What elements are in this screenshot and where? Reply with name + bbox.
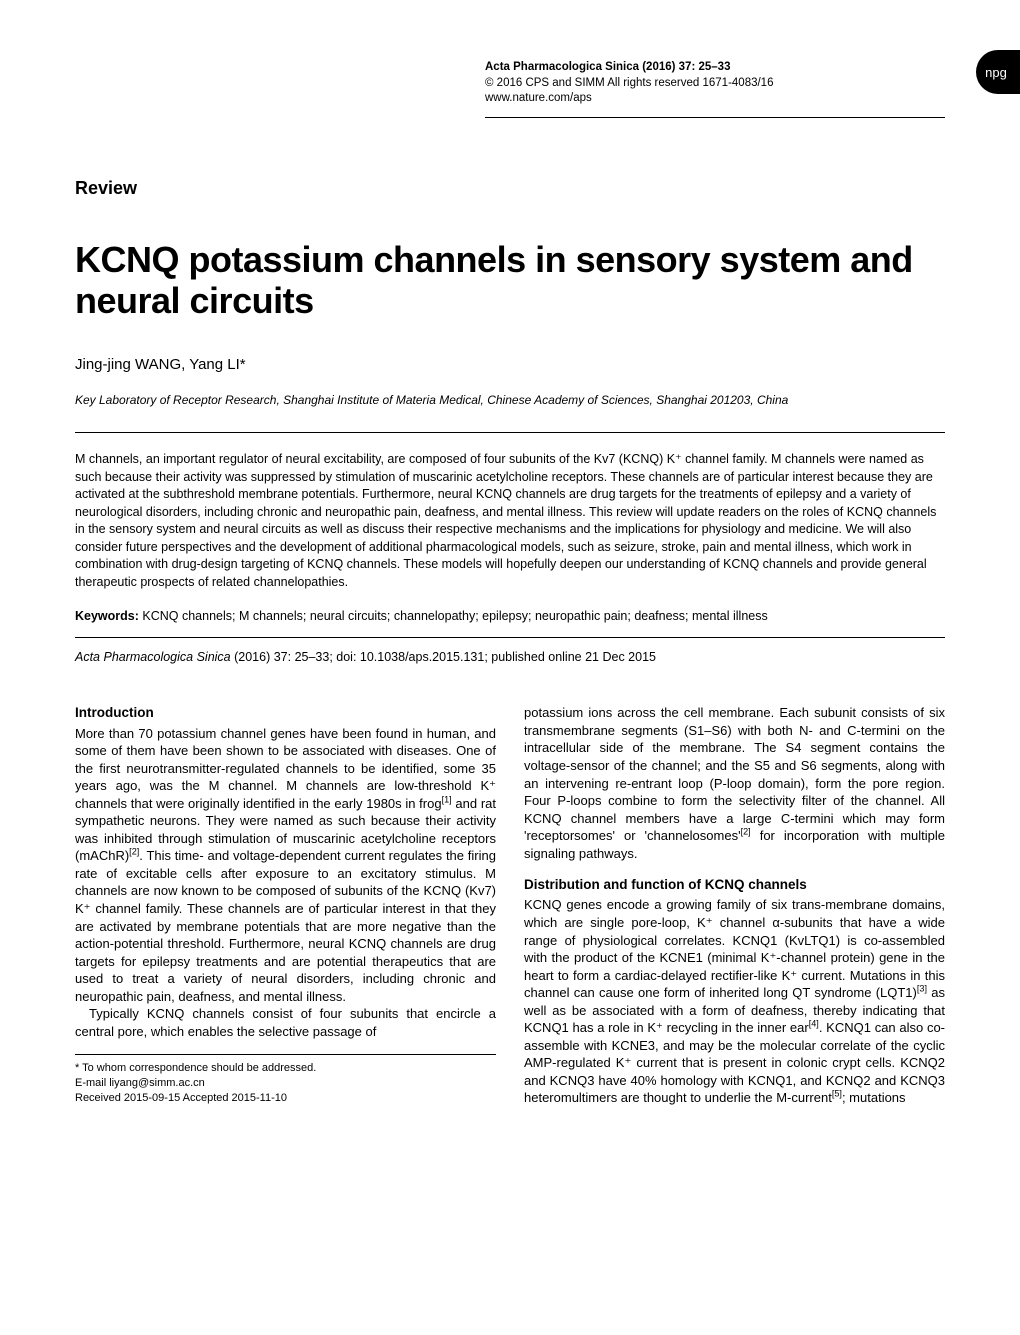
header-rule — [485, 117, 945, 118]
url-line: www.nature.com/aps — [485, 91, 945, 107]
keywords-text: KCNQ channels; M channels; neural circui… — [139, 609, 768, 623]
intro-paragraph-2: Typically KCNQ channels consist of four … — [75, 1005, 496, 1040]
authors: Jing-jing WANG, Yang LI* — [75, 356, 945, 373]
citation: Acta Pharmacologica Sinica (2016) 37: 25… — [75, 650, 945, 664]
email-footnote: E-mail liyang@simm.ac.cn — [75, 1076, 496, 1091]
rule-above-abstract — [75, 432, 945, 433]
abstract: M channels, an important regulator of ne… — [75, 451, 945, 591]
affiliation: Key Laboratory of Receptor Research, Sha… — [75, 393, 945, 407]
keywords-block: Keywords: KCNQ channels; M channels; neu… — [75, 609, 945, 623]
dates-footnote: Received 2015-09-15 Accepted 2015-11-10 — [75, 1091, 496, 1106]
rule-below-keywords — [75, 637, 945, 638]
publisher-badge: npg — [976, 50, 1020, 94]
introduction-heading: Introduction — [75, 704, 496, 722]
journal-line: Acta Pharmacologica Sinica (2016) 37: 25… — [485, 60, 945, 76]
correspondence-footnote: * To whom correspondence should be addre… — [75, 1061, 496, 1076]
distribution-paragraph: KCNQ genes encode a growing family of si… — [524, 896, 945, 1107]
distribution-heading: Distribution and function of KCNQ channe… — [524, 876, 945, 894]
intro-paragraph-1: More than 70 potassium channel genes hav… — [75, 725, 496, 1006]
left-column: Introduction More than 70 potassium chan… — [75, 704, 496, 1107]
right-paragraph-1: potassium ions across the cell membrane.… — [524, 704, 945, 862]
citation-journal: Acta Pharmacologica Sinica — [75, 650, 231, 664]
right-column: potassium ions across the cell membrane.… — [524, 704, 945, 1107]
footnote-rule — [75, 1054, 496, 1055]
citation-details: (2016) 37: 25–33; doi: 10.1038/aps.2015.… — [231, 650, 656, 664]
keywords-label: Keywords: — [75, 609, 139, 623]
article-type: Review — [75, 178, 945, 199]
journal-header: Acta Pharmacologica Sinica (2016) 37: 25… — [485, 60, 945, 107]
body-columns: Introduction More than 70 potassium chan… — [75, 704, 945, 1107]
article-title: KCNQ potassium channels in sensory syste… — [75, 239, 945, 322]
copyright-line: © 2016 CPS and SIMM All rights reserved … — [485, 76, 945, 92]
